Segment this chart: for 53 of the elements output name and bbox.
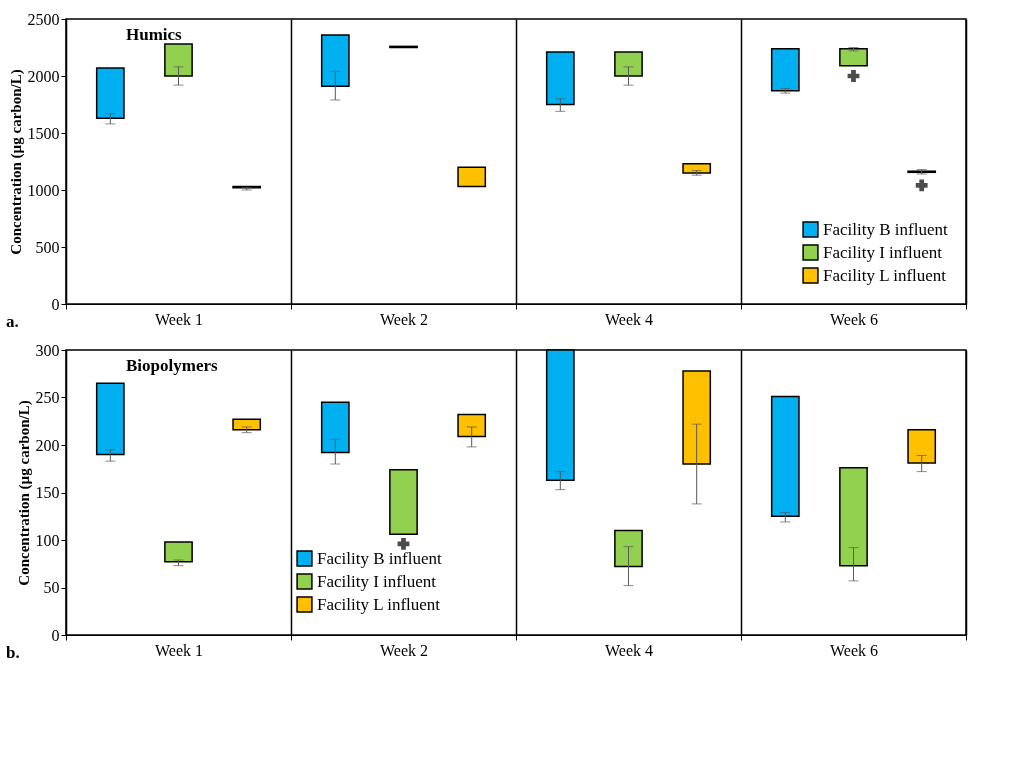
legend-label: Facility L influent xyxy=(823,265,947,285)
bar xyxy=(164,541,193,563)
y-tick-label: 1000 xyxy=(27,181,60,199)
y-tick-label: 150 xyxy=(35,484,60,501)
bar xyxy=(457,413,487,438)
legend-label: Facility B influent xyxy=(317,548,442,568)
x-tick-label: Week 1 xyxy=(154,641,204,659)
bar xyxy=(457,166,487,188)
chart-title: Humics xyxy=(126,25,183,44)
bar xyxy=(545,51,575,106)
bar xyxy=(907,429,937,464)
y-tick-label: 300 xyxy=(35,341,60,359)
bar xyxy=(232,418,262,431)
y-tick-label: 500 xyxy=(35,238,60,256)
y-tick-label: 1500 xyxy=(27,124,60,142)
bar xyxy=(389,468,418,536)
y-tick-label: 0 xyxy=(51,626,60,644)
bar xyxy=(614,529,643,568)
x-tick-label: Week 2 xyxy=(379,310,429,328)
x-tick-label: Week 2 xyxy=(379,641,429,659)
y-axis-title: Concentration (µg carbon/L) xyxy=(7,69,25,255)
bar xyxy=(839,47,868,67)
y-tick-label: 100 xyxy=(35,531,60,549)
legend-label: Facility B influent xyxy=(823,219,948,239)
y-tick-label: 50 xyxy=(43,579,60,596)
legend-label: Facility I influent xyxy=(823,242,943,262)
y-tick-label: 2000 xyxy=(27,67,60,85)
legend-label: Facility L influent xyxy=(317,594,441,614)
y-tick-label: 200 xyxy=(35,436,60,454)
text: b. xyxy=(6,643,20,662)
x-tick-label: Week 6 xyxy=(829,641,879,659)
bar xyxy=(95,67,125,119)
y-tick-label: 250 xyxy=(35,389,60,406)
bar xyxy=(164,43,193,77)
bar xyxy=(839,467,868,567)
text: a. xyxy=(6,312,19,331)
bar xyxy=(320,34,350,88)
bar xyxy=(682,163,712,174)
x-tick-label: Week 4 xyxy=(604,310,654,328)
bar xyxy=(770,47,800,92)
bar xyxy=(320,401,350,454)
y-axis-title: Concentration (µg carbon/L) xyxy=(15,400,33,586)
chart-title: Biopolymers xyxy=(126,356,218,375)
y-tick-label: 0 xyxy=(51,295,60,313)
x-tick-label: Week 1 xyxy=(154,310,204,328)
bar xyxy=(682,370,712,465)
legend-label: Facility I influent xyxy=(317,571,437,591)
y-tick-label: 2500 xyxy=(27,10,60,28)
bar xyxy=(95,382,125,456)
bar xyxy=(770,395,800,517)
x-tick-label: Week 6 xyxy=(829,310,879,328)
bar xyxy=(614,51,643,77)
x-tick-label: Week 4 xyxy=(604,641,654,659)
